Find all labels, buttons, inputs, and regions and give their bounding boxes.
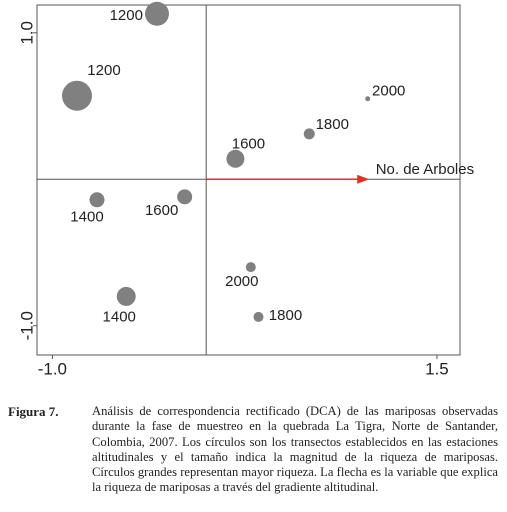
point-label: 2000 — [372, 83, 405, 100]
point-label: 1600 — [232, 136, 265, 153]
point-label: 2000 — [225, 273, 258, 290]
point-label: 1400 — [103, 308, 136, 325]
figure-label: Figura 7. — [8, 404, 59, 419]
x-tick-label: -1.0 — [38, 359, 67, 378]
point-label: 1800 — [316, 116, 349, 133]
point — [253, 311, 264, 322]
point-label: 1200 — [110, 7, 143, 24]
y-tick-label: -1.0 — [17, 311, 36, 340]
point-label: 1400 — [70, 209, 103, 226]
point-label: 1600 — [145, 202, 178, 219]
point — [61, 80, 92, 111]
point — [365, 96, 371, 102]
point — [226, 149, 245, 168]
plot-frame — [36, 4, 461, 356]
point — [177, 189, 193, 205]
point — [116, 286, 136, 306]
figure-caption: Análisis de correspondencia rectificado … — [92, 404, 498, 495]
chart: -1.0 1.5 -1.0 1.0 No. de Arboles 1200 1200 1600… — [17, 1, 474, 378]
point-label: 1200 — [87, 62, 120, 79]
point — [245, 262, 256, 273]
point — [144, 1, 169, 26]
arrow-label: No. de Arboles — [376, 161, 474, 178]
point — [89, 192, 105, 208]
point-label: 1800 — [269, 307, 302, 324]
point — [303, 128, 315, 140]
y-tick-label: 1.0 — [17, 21, 36, 45]
x-tick-label: 1.5 — [425, 359, 449, 378]
